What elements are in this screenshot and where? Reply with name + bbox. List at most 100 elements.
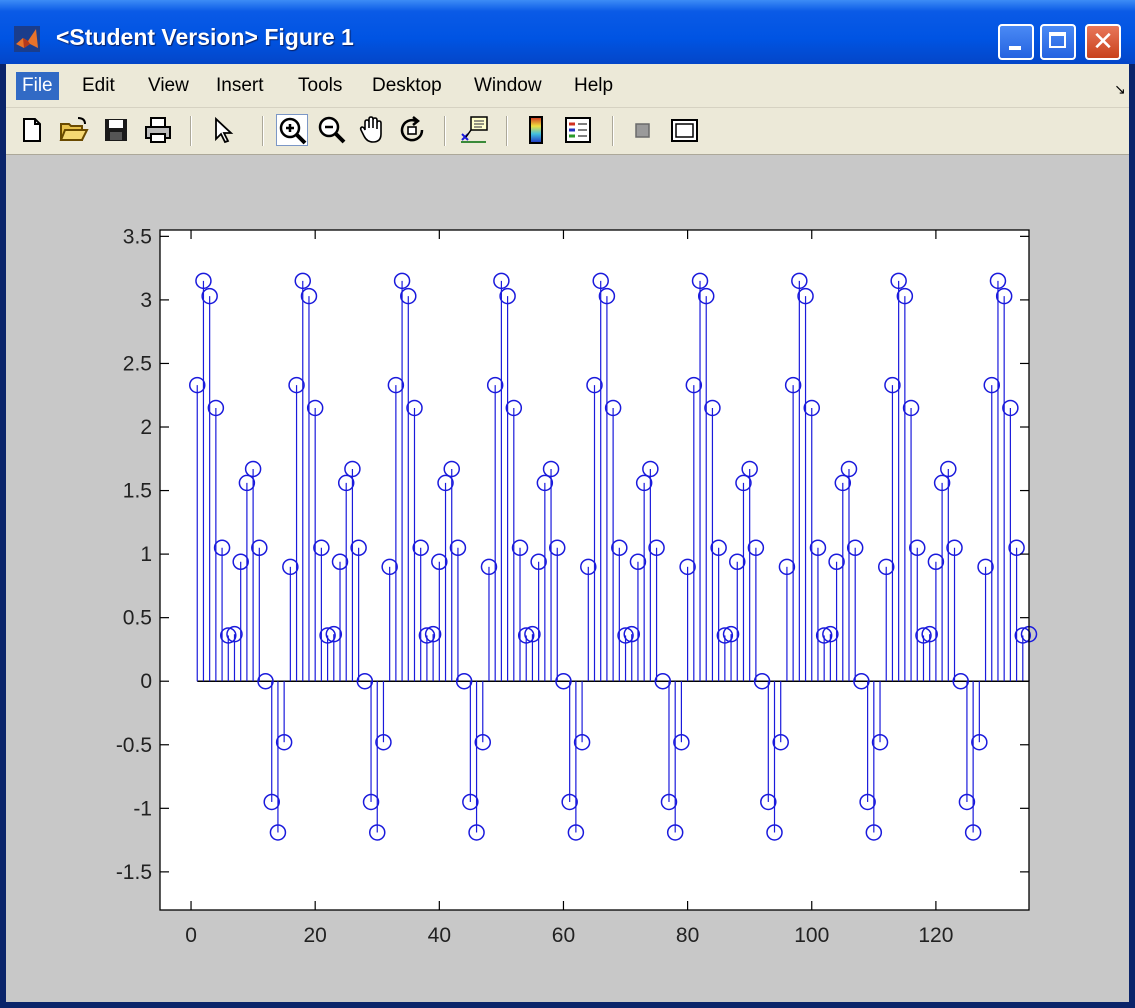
stem-marker[interactable] <box>375 733 392 751</box>
stem-marker[interactable] <box>846 539 864 557</box>
print-button[interactable] <box>142 114 174 146</box>
stem-marker[interactable] <box>716 627 734 644</box>
stem-marker[interactable] <box>834 474 852 492</box>
stem-marker[interactable] <box>443 460 460 478</box>
zoom-out-button[interactable] <box>316 114 348 146</box>
stem-marker[interactable] <box>449 539 467 557</box>
stem-marker[interactable] <box>840 460 858 478</box>
stem-marker[interactable] <box>958 793 976 811</box>
stem-marker[interactable] <box>915 627 932 644</box>
stem-marker[interactable] <box>747 539 765 557</box>
stem-marker[interactable] <box>257 672 274 690</box>
stem-marker[interactable] <box>629 553 647 570</box>
minimize-button[interactable] <box>998 24 1034 60</box>
stem-marker[interactable] <box>809 539 827 557</box>
stem-marker[interactable] <box>635 474 653 492</box>
stem-marker[interactable] <box>244 460 262 478</box>
maximize-button[interactable] <box>1040 24 1076 60</box>
stem-marker[interactable] <box>902 399 920 417</box>
stem-marker[interactable] <box>1014 627 1032 644</box>
stem-marker[interactable] <box>940 460 957 478</box>
stem-marker[interactable] <box>524 625 541 643</box>
stem-marker[interactable] <box>462 793 479 811</box>
edit-plot-button[interactable] <box>206 114 238 146</box>
menu-desktop[interactable]: Desktop <box>372 75 442 96</box>
stem-marker[interactable] <box>344 460 361 478</box>
stem-marker[interactable] <box>704 399 721 417</box>
stem-marker[interactable] <box>306 399 324 417</box>
stem-marker[interactable] <box>673 733 690 751</box>
stem-marker[interactable] <box>493 272 510 290</box>
stem-marker[interactable] <box>964 824 982 841</box>
stem-marker[interactable] <box>226 625 243 643</box>
stem-marker[interactable] <box>561 793 578 811</box>
stem-marker[interactable] <box>977 558 994 576</box>
stem-marker[interactable] <box>952 672 969 690</box>
stem-marker[interactable] <box>555 672 572 690</box>
stem-marker[interactable] <box>642 460 659 478</box>
stem-marker[interactable] <box>660 793 678 811</box>
insert-colorbar-button[interactable] <box>520 114 552 146</box>
stem-marker[interactable] <box>549 539 566 557</box>
stem-marker[interactable] <box>927 553 945 570</box>
stem-marker[interactable] <box>282 558 299 576</box>
stem-marker[interactable] <box>511 539 529 557</box>
stem-marker[interactable] <box>437 474 454 492</box>
stem-marker[interactable] <box>722 625 740 643</box>
stem-marker[interactable] <box>337 474 355 492</box>
stem-marker[interactable] <box>412 539 429 557</box>
stem-marker[interactable] <box>424 625 442 643</box>
stem-marker[interactable] <box>356 672 374 690</box>
stem-marker[interactable] <box>710 539 727 557</box>
stem-marker[interactable] <box>822 625 839 643</box>
insert-legend-button[interactable] <box>562 114 594 146</box>
stem-marker[interactable] <box>468 824 485 841</box>
stem-marker[interactable] <box>871 733 889 751</box>
menu-file[interactable]: File <box>16 72 59 100</box>
stem-marker[interactable] <box>946 539 963 557</box>
show-plot-tools-button[interactable] <box>668 114 700 146</box>
stem-marker[interactable] <box>567 824 585 841</box>
stem-marker[interactable] <box>679 558 696 576</box>
stem-marker[interactable] <box>517 627 535 644</box>
stem-marker[interactable] <box>697 287 715 305</box>
stem-marker[interactable] <box>921 625 938 643</box>
stem-marker[interactable] <box>418 627 436 644</box>
stem-marker[interactable] <box>884 376 901 394</box>
stem-marker[interactable] <box>400 287 417 305</box>
data-cursor-button[interactable] <box>458 114 490 146</box>
stem-marker[interactable] <box>995 287 1013 305</box>
open-file-button[interactable] <box>58 114 90 146</box>
stem-marker[interactable] <box>611 539 628 557</box>
stem-marker[interactable] <box>791 272 808 290</box>
stem-marker[interactable] <box>760 793 777 811</box>
stem-marker[interactable] <box>573 733 591 751</box>
stem-marker[interactable] <box>933 474 951 492</box>
stem-marker[interactable] <box>853 672 870 690</box>
hide-plot-tools-button[interactable] <box>626 114 658 146</box>
stem-marker[interactable] <box>387 376 405 394</box>
stem-marker[interactable] <box>313 539 330 557</box>
stem-marker[interactable] <box>604 399 622 417</box>
stem-marker[interactable] <box>896 287 914 305</box>
stem-marker[interactable] <box>890 272 907 290</box>
menu-tools[interactable]: Tools <box>298 75 343 96</box>
stem-marker[interactable] <box>536 474 554 492</box>
stem-marker[interactable] <box>499 287 516 305</box>
stem-marker[interactable] <box>269 824 287 841</box>
stem-marker[interactable] <box>275 733 293 751</box>
stem-marker[interactable] <box>431 553 448 570</box>
stem-plot[interactable]: 0 20 40 60 80 100 120 -1.5 -1 -0.5 0 0.5 1 1.5 2 2.5 3 3.… <box>6 155 1129 1002</box>
close-button[interactable]: ✕ <box>1085 24 1121 60</box>
stem-marker[interactable] <box>213 539 231 557</box>
menu-help[interactable]: Help <box>574 75 614 96</box>
title-bar[interactable]: <Student Version> Figure 1 ✕ <box>0 0 1135 64</box>
stem-marker[interactable] <box>232 553 249 570</box>
stem-marker[interactable] <box>865 824 883 841</box>
new-figure-button[interactable] <box>16 114 48 146</box>
stem-marker[interactable] <box>797 287 814 305</box>
stem-marker[interactable] <box>393 272 411 290</box>
stem-marker[interactable] <box>381 558 398 576</box>
stem-marker[interactable] <box>530 553 547 570</box>
stem-marker[interactable] <box>220 627 237 644</box>
